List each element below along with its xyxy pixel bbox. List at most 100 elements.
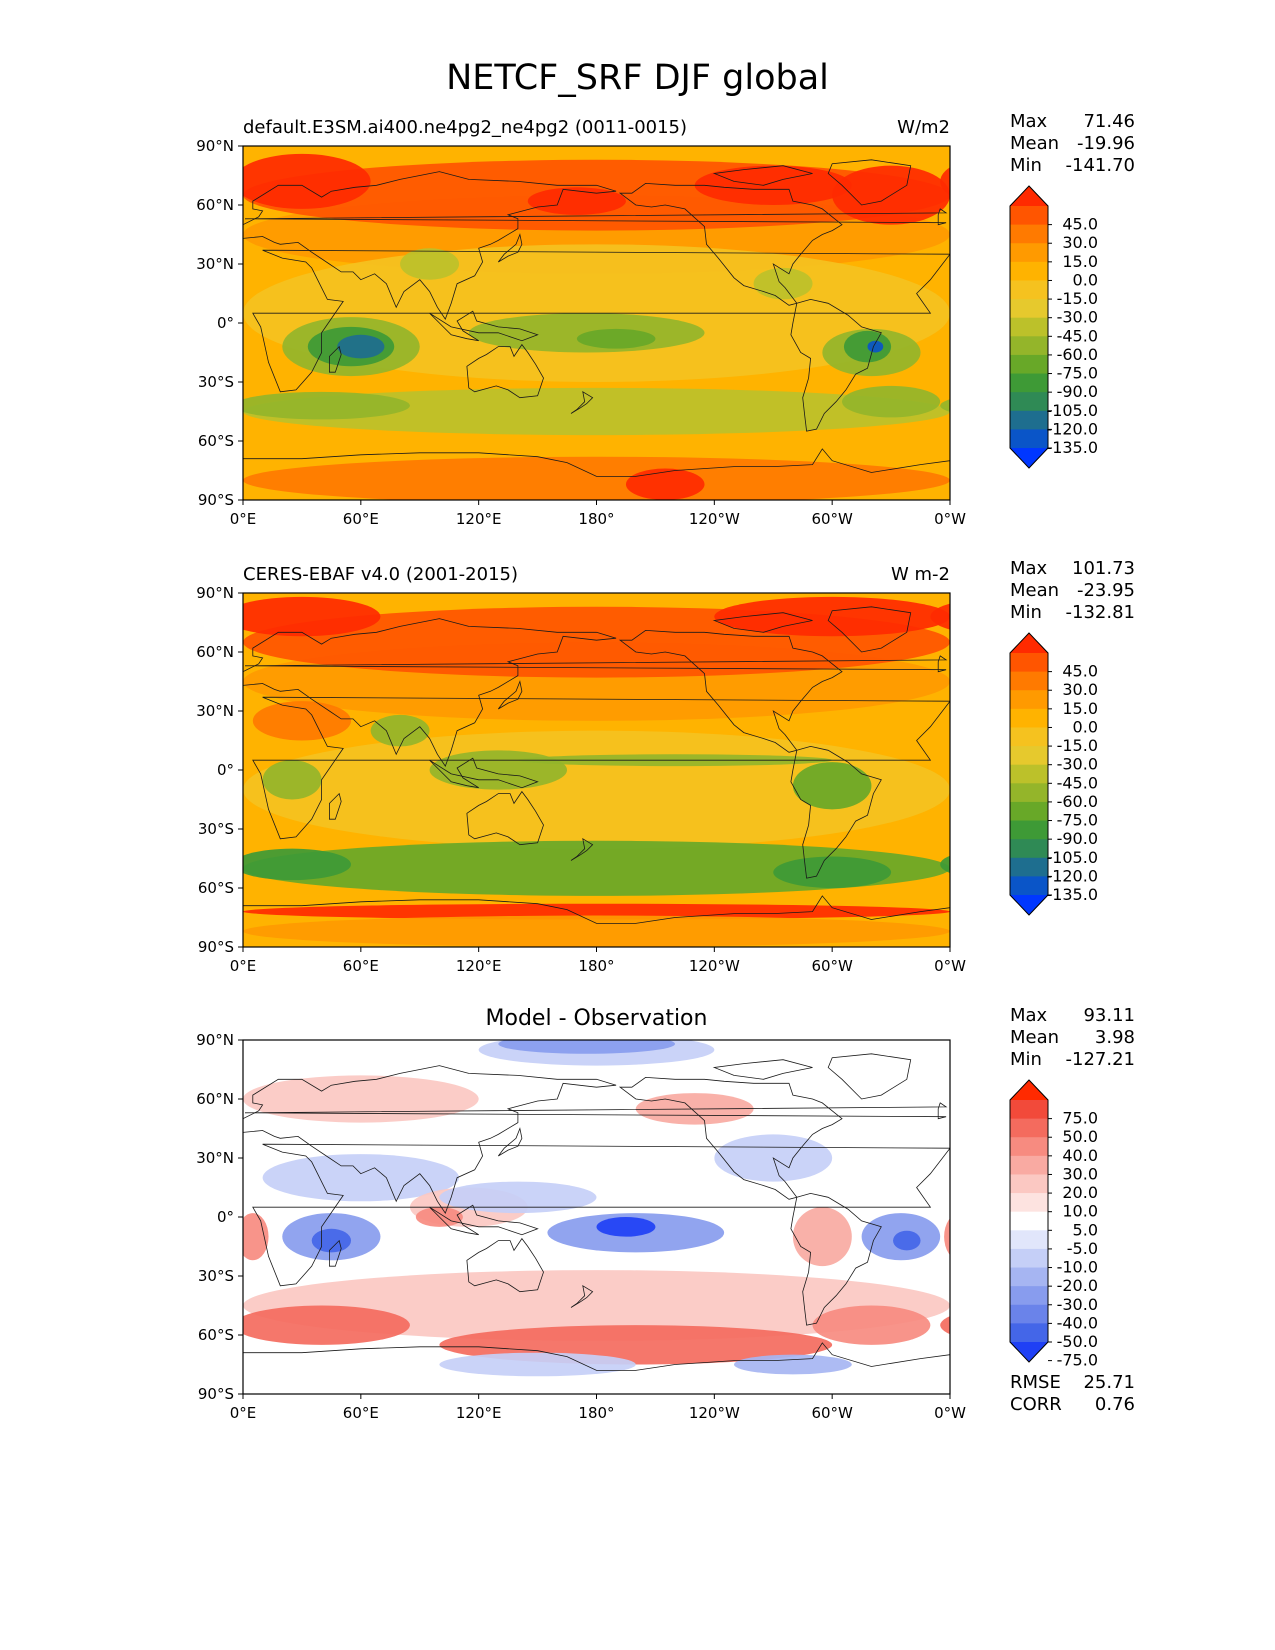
lat-tick-label: 0° <box>217 314 234 332</box>
coastline-madagascar <box>329 792 342 820</box>
field-region <box>243 903 950 920</box>
field-region <box>950 1075 980 1122</box>
field-region <box>950 642 980 721</box>
coastline-canadianIslands <box>712 165 813 186</box>
lon-tick-label: 120°W <box>689 957 740 975</box>
lat-tick-label: 30°N <box>196 255 234 273</box>
lon-tick-label: 0°W <box>934 510 966 528</box>
lat-tick-label: 0° <box>217 1208 234 1226</box>
colorbar-max-extension <box>1010 1080 1048 1100</box>
colorbar-tick-label: -45.0 <box>1057 326 1098 345</box>
colorbar-tick-label: 5.0 <box>1073 1220 1098 1239</box>
lon-tick-label: 0°E <box>230 957 257 975</box>
field-region <box>950 457 980 504</box>
colorbar-tick-label: 30.0 <box>1062 680 1098 699</box>
coastline-greenland <box>827 1053 912 1100</box>
lon-tick-label: 0°W <box>934 1404 966 1422</box>
colorbar-min-extension <box>1010 895 1048 915</box>
field-region <box>950 607 980 678</box>
lon-tick-label: 60°W <box>811 957 853 975</box>
colorbar-segment <box>1010 1248 1048 1269</box>
colorbar-segment <box>1010 280 1048 300</box>
colorbar-segment <box>1010 1193 1048 1213</box>
lat-tick-label: 0° <box>217 761 234 779</box>
coastline-eurasia <box>243 171 617 320</box>
colorbar-tick-label: -75.0 <box>1057 811 1098 830</box>
lat-tick-label: 30°S <box>198 373 234 391</box>
colorbar-tick-label: -120.0 <box>1046 866 1098 885</box>
coastline-eurasia <box>243 618 617 767</box>
coastline-madagascar <box>329 1239 342 1267</box>
colorbar-segment <box>1010 354 1048 375</box>
field-region <box>243 1213 269 1261</box>
field-region <box>243 840 950 896</box>
lon-tick-label: 0°E <box>230 510 257 528</box>
panel-title-difference: Model - Observation <box>485 1006 708 1031</box>
field-region <box>429 750 568 790</box>
field-region <box>960 701 980 740</box>
coastline-madagascar <box>329 345 342 373</box>
colorbar-segment <box>1010 783 1048 803</box>
coastline-greenland <box>827 606 912 653</box>
field-region <box>527 187 626 215</box>
field-region <box>498 1040 676 1054</box>
colorbar-segment <box>1010 243 1048 263</box>
lat-tick-label: 60°N <box>196 196 234 214</box>
colorbar-segment <box>1010 336 1048 356</box>
stat-value: -132.81 <box>1065 602 1135 623</box>
coastline-japan <box>497 1127 523 1157</box>
colorbar-tick-label: -75.0 <box>1057 364 1098 383</box>
map-panel-model: 90°N 60°N 30°N 0° 30°S 60°S 90°S0°E 60°E 120°E 18… <box>196 140 980 528</box>
colorbar-tick-label: 45.0 <box>1062 662 1098 681</box>
lon-tick-label: 180° <box>578 1404 614 1422</box>
stat-value: -127.21 <box>1065 1049 1135 1070</box>
colorbar-segment <box>1010 261 1048 281</box>
field-region <box>262 1154 460 1202</box>
metric-value: 0.76 <box>1094 1394 1135 1415</box>
field-region <box>950 1270 980 1341</box>
coastline-australia <box>466 790 544 846</box>
metric-label: CORR <box>1010 1394 1062 1415</box>
map-panel-observation: 90°N 60°N 30°N 0° 30°S 60°S 90°S0°E 60°E 120°E 18… <box>180 587 980 975</box>
colorbar-tick-label: 30.0 <box>1062 1164 1098 1183</box>
colorbar-segment <box>1010 671 1048 691</box>
field-region <box>940 855 950 874</box>
colorbar-tick-label: -60.0 <box>1057 345 1098 364</box>
field-region <box>262 760 322 800</box>
field-region <box>812 1305 931 1345</box>
field-region <box>243 391 410 420</box>
stat-value: 71.46 <box>1083 111 1135 132</box>
coastline-britain <box>244 1102 948 1120</box>
colorbar-max-extension <box>1010 186 1048 206</box>
field-region <box>180 597 243 636</box>
colorbar-segment <box>1010 764 1048 784</box>
colorbar-tick-label: 0.0 <box>1073 717 1098 736</box>
colorbar-segment <box>1010 1155 1048 1175</box>
field-region <box>186 1231 213 1251</box>
stat-value: 101.73 <box>1072 558 1135 579</box>
colorbar-max-extension <box>1010 633 1048 653</box>
stat-value: -23.95 <box>1076 580 1135 601</box>
colorbar-segment <box>1010 429 1048 449</box>
coastline-antarctica <box>243 448 950 500</box>
stat-label: Mean <box>1010 1027 1060 1048</box>
field-region <box>893 1230 921 1251</box>
stat-value: 3.98 <box>1094 1027 1135 1048</box>
field-region <box>950 916 980 947</box>
colorbar-segment <box>1010 708 1048 728</box>
field-region <box>576 328 656 349</box>
field-region <box>950 388 980 435</box>
coastline-japan <box>497 233 523 263</box>
colorbar-tick-label: -15.0 <box>1057 289 1098 308</box>
lat-tick-label: 30°S <box>198 820 234 838</box>
stat-label: Min <box>1010 1049 1042 1070</box>
colorbar-segment <box>1010 206 1048 226</box>
lat-tick-label: 90°N <box>196 1034 234 1049</box>
field-region <box>243 456 950 500</box>
stat-label: Mean <box>1010 580 1060 601</box>
colorbar-segment <box>1010 1230 1048 1250</box>
lat-tick-label: 30°S <box>198 1267 234 1285</box>
colorbar-segment <box>1010 1137 1048 1157</box>
lat-tick-label: 90°N <box>196 140 234 155</box>
coastline-northAmerica <box>618 182 843 306</box>
